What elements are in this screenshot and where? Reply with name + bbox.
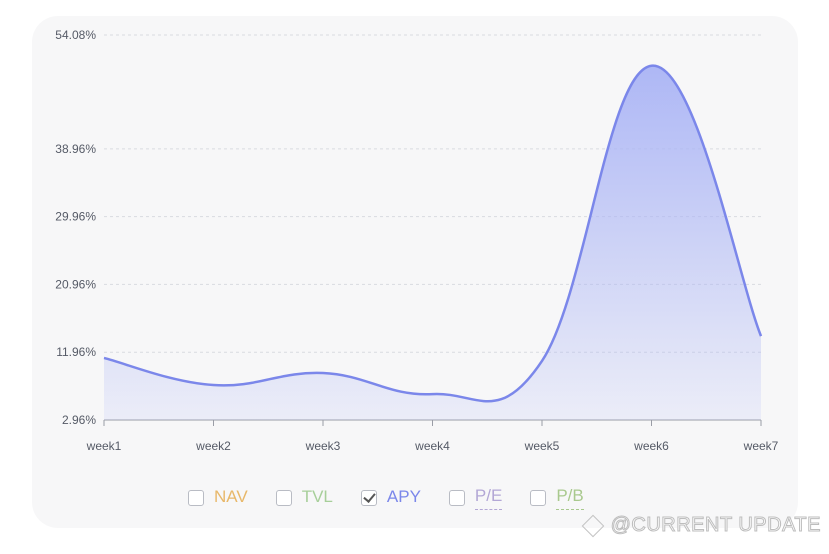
apy-legend-label: APY <box>386 486 421 506</box>
pb-checkbox[interactable] <box>530 490 547 506</box>
pb-legend-label: P/B <box>556 486 584 510</box>
y-tick-label: 38.96% <box>55 142 96 156</box>
x-tick-label: week4 <box>414 439 450 453</box>
x-tick-label: week6 <box>633 439 669 453</box>
watermark-text: @CURRENT UPDATE <box>610 514 821 537</box>
y-tick-label: 29.96% <box>55 210 96 224</box>
x-tick-label: week2 <box>195 439 231 453</box>
pe-legend-label: P/E <box>474 486 503 510</box>
legend: NAV TVL APY P/E P/B <box>188 486 612 510</box>
legend-item-tvl[interactable]: TVL <box>275 486 333 510</box>
y-tick-label: 11.96% <box>56 345 96 359</box>
apy-series-line <box>103 64 763 403</box>
watermark: @CURRENT UPDATE <box>581 514 821 537</box>
legend-item-apy[interactable]: APY <box>360 486 421 510</box>
x-tick-label: week7 <box>743 439 779 453</box>
x-tick-label: week3 <box>305 439 341 453</box>
y-tick-label: 20.96% <box>55 277 96 291</box>
x-tick-label: week5 <box>524 439 560 453</box>
y-tick-label: 54.08% <box>55 28 96 42</box>
nav-legend-label: NAV <box>214 486 248 506</box>
apy-checkbox[interactable] <box>360 490 377 506</box>
tvl-legend-label: TVL <box>301 486 333 506</box>
legend-item-pe[interactable]: P/E <box>448 486 503 510</box>
diamond-logo-icon <box>581 514 604 537</box>
legend-item-pb[interactable]: P/B <box>530 486 584 510</box>
legend-item-nav[interactable]: NAV <box>188 487 248 510</box>
pe-checkbox[interactable] <box>448 490 465 506</box>
apy-area-fill <box>104 65 761 420</box>
x-tick-label: week1 <box>86 439 122 453</box>
tvl-checkbox[interactable] <box>275 490 292 506</box>
nav-checkbox[interactable] <box>188 490 204 506</box>
y-tick-label: 2.96% <box>62 413 96 427</box>
